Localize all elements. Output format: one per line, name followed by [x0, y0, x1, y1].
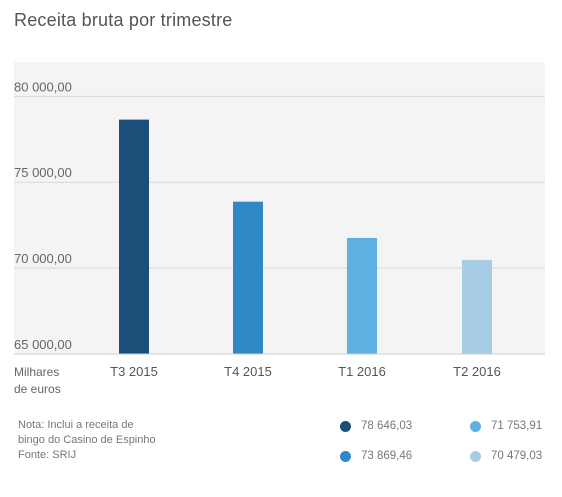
x-tick-label: T3 2015 [110, 364, 158, 379]
bar-t4-2015 [233, 201, 263, 354]
y-axis-ticks: 65 000,00 70 000,00 75 000,00 80 000,00 [14, 79, 72, 352]
legend-dot-icon [470, 420, 481, 432]
legend-value: 71 753,91 [491, 420, 543, 432]
legend-value: 73 869,46 [361, 450, 413, 462]
bar-t1-2016 [347, 237, 377, 354]
legend-item-t3-2015: 78 646,03 [340, 420, 412, 432]
bar-t3-2015 [119, 119, 149, 354]
plot-area [14, 62, 545, 354]
legend-dot-icon [340, 420, 351, 432]
y-tick-label: 65 000,00 [14, 337, 72, 352]
bar-t2-2016 [462, 259, 492, 354]
legend-value: 70 479,03 [491, 450, 543, 462]
chart-title: Receita bruta por trimestre [14, 10, 233, 30]
note-source: Fonte: SRIJ [18, 449, 77, 461]
y-tick-label: 70 000,00 [14, 251, 72, 266]
legend-item-t4-2015: 73 869,46 [340, 450, 412, 462]
legend-item-t2-2016: 70 479,03 [470, 450, 542, 462]
y-tick-label: 80 000,00 [14, 79, 72, 94]
y-axis-unit: Milhares de euros [14, 364, 74, 398]
y-tick-label: 75 000,00 [14, 165, 72, 180]
note-line-2: bingo do Casino de Espinho [18, 434, 156, 446]
gridlines [14, 95, 545, 269]
x-axis-ticks: T3 2015 T4 2015 T1 2016 T2 2016 [110, 364, 501, 379]
legend-dot-icon [470, 450, 481, 462]
legend-dot-icon [340, 450, 351, 462]
x-tick-label: T2 2016 [453, 364, 501, 379]
x-tick-label: T4 2015 [224, 364, 272, 379]
bars [119, 119, 492, 354]
chart-note: Nota: Inclui a receita de bingo do Casin… [18, 418, 188, 463]
legend-item-t1-2016: 71 753,91 [470, 420, 542, 432]
unit-line-2: de euros [14, 382, 61, 396]
unit-line-1: Milhares [14, 365, 60, 379]
x-tick-label: T1 2016 [338, 364, 386, 379]
legend-value: 78 646,03 [361, 420, 413, 432]
legend: 78 646,03 71 753,91 73 869,46 70 479,03 [340, 418, 550, 472]
note-line-1: Nota: Inclui a receita de [18, 419, 134, 431]
